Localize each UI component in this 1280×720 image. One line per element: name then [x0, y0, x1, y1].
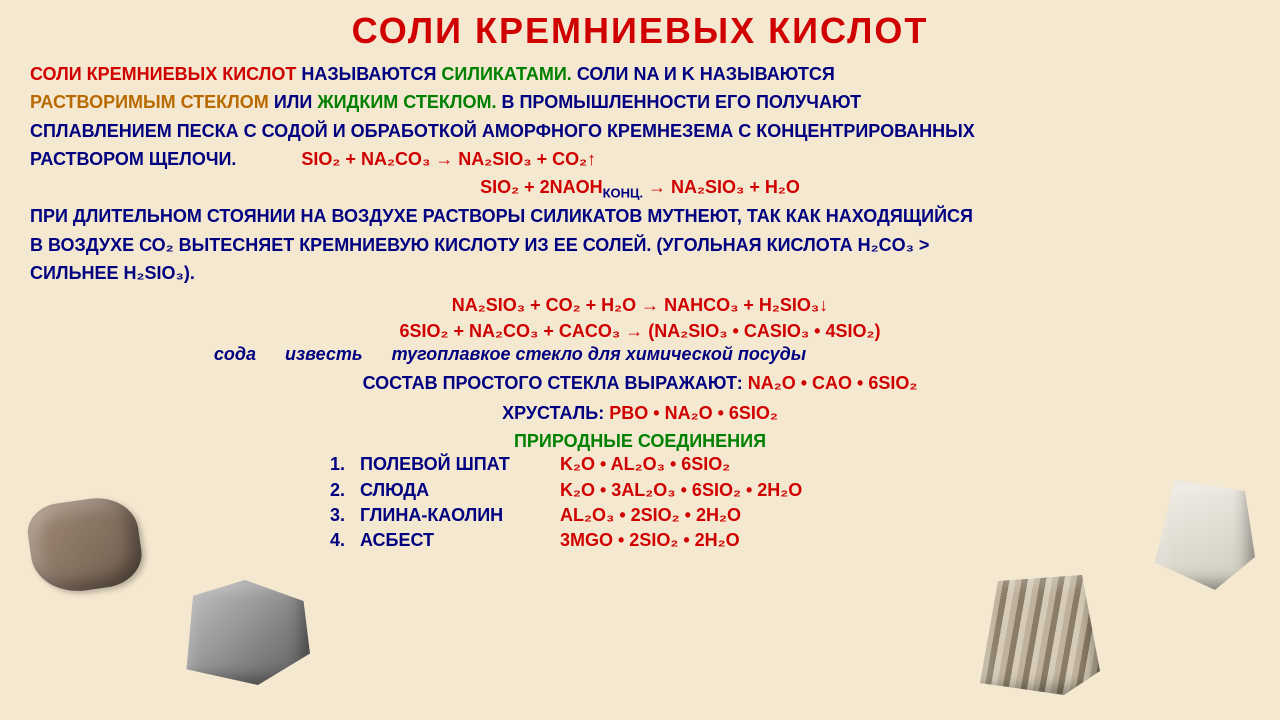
para2-line-3: СИЛЬНЕЕ H₂SIO₃).: [30, 261, 1250, 285]
mineral-image-1: [24, 493, 145, 597]
equation-2a: NA₂SIO₃ + CO₂ + H₂O → NAHCO₃ + H₂SIO₃↓: [30, 293, 1250, 317]
mineral-image-3: [980, 575, 1100, 695]
crystal-composition: ХРУСТАЛЬ: PBO • NA₂O • 6SIO₂: [30, 401, 1250, 425]
glass-composition: СОСТАВ ПРОСТОГО СТЕКЛА ВЫРАЖАЮТ: NA₂O • …: [30, 371, 1250, 395]
list-item: 2. СЛЮДА K₂O • 3AL₂O₃ • 6SIO₂ • 2H₂O: [330, 478, 950, 503]
equation-1b: SIO₂ + 2NAOHКОНЦ. → NA₂SIO₃ + H₂O: [30, 175, 1250, 202]
natural-compounds-title: ПРИРОДНЫЕ СОЕДИНЕНИЯ: [30, 431, 1250, 452]
para2-line-2: В ВОЗДУХЕ СО₂ ВЫТЕСНЯЕТ КРЕМНИЕВУЮ КИСЛО…: [30, 233, 1250, 257]
list-item: 1. ПОЛЕВОЙ ШПАТ K₂O • AL₂O₃ • 6SIO₂: [330, 452, 950, 477]
intro-line-1: СОЛИ КРЕМНИЕВЫХ КИСЛОТ НАЗЫВАЮТСЯ СИЛИКА…: [30, 62, 1250, 86]
crystal-formula: PBO • NA₂O • 6SIO₂: [609, 403, 778, 423]
mineral-image-4: [1155, 480, 1255, 590]
intro-line-4: РАСТВОРОМ ЩЕЛОЧИ. SIO₂ + NA₂CO₃ → NA₂SIO…: [30, 147, 1250, 171]
term-liquid-glass: ЖИДКИМ СТЕКЛОМ.: [317, 92, 496, 112]
glass-formula: NA₂O • CAO • 6SIO₂: [748, 373, 918, 393]
term-soluble-glass: РАСТВОРИМЫМ СТЕКЛОМ: [30, 92, 269, 112]
page-title: СОЛИ КРЕМНИЕВЫХ КИСЛОТ: [30, 10, 1250, 52]
para2-line-1: ПРИ ДЛИТЕЛЬНОМ СТОЯНИИ НА ВОЗДУХЕ РАСТВО…: [30, 204, 1250, 228]
equation-1a: SIO₂ + NA₂CO₃ → NA₂SIO₃ + CO₂↑: [301, 149, 596, 169]
intro-line-2: РАСТВОРИМЫМ СТЕКЛОМ ИЛИ ЖИДКИМ СТЕКЛОМ. …: [30, 90, 1250, 114]
list-item: 4. АСБЕСТ 3MGO • 2SIO₂ • 2H₂O: [330, 528, 950, 553]
equation-2b: 6SIO₂ + NA₂CO₃ + CACO₃ → (NA₂SIO₃ • CASI…: [30, 319, 1250, 343]
list-item: 3. ГЛИНА-КАОЛИН AL₂O₃ • 2SIO₂ • 2H₂O: [330, 503, 950, 528]
mineral-image-2: [180, 580, 310, 685]
term-salts: СОЛИ КРЕМНИЕВЫХ КИСЛОТ: [30, 64, 296, 84]
intro-line-3: СПЛАВЛЕНИЕМ ПЕСКА С СОДОЙ И ОБРАБОТКОЙ А…: [30, 119, 1250, 143]
natural-compounds-list: 1. ПОЛЕВОЙ ШПАТ K₂O • AL₂O₃ • 6SIO₂ 2. С…: [330, 452, 950, 553]
equation-2-labels: сода известь тугоплавкое стекло для хими…: [30, 344, 1250, 365]
term-silicates: СИЛИКАТАМИ.: [441, 64, 571, 84]
